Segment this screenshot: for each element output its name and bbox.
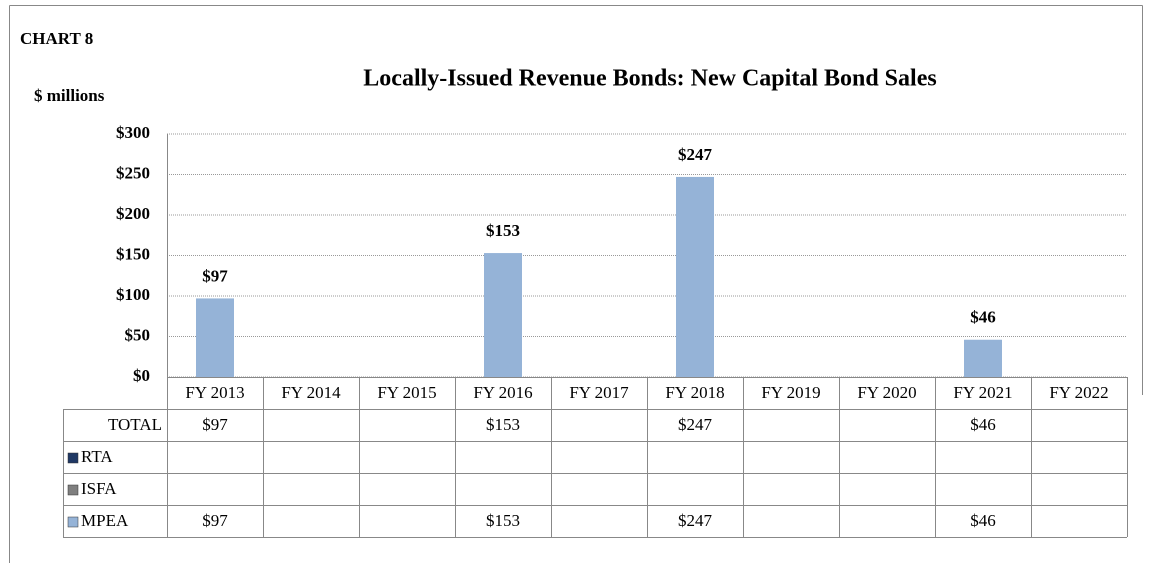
data-label: $247: [678, 145, 713, 164]
table-cell: $153: [486, 415, 520, 434]
x-tick-label: FY 2013: [185, 383, 244, 402]
legend-label: MPEA: [81, 511, 129, 530]
bar: [196, 298, 234, 377]
data-label: $46: [970, 308, 996, 327]
chart-label: CHART 8: [20, 29, 93, 48]
legend-key: [67, 516, 79, 528]
x-tick-label: FY 2015: [377, 383, 436, 402]
x-tick-label: FY 2021: [953, 383, 1012, 402]
bar: [484, 253, 522, 377]
chart-title: Locally-Issued Revenue Bonds: New Capita…: [363, 66, 936, 92]
x-tick-label: FY 2014: [281, 383, 341, 402]
y-tick-label: $0: [133, 366, 150, 385]
table-cell: $153: [486, 511, 520, 530]
x-tick-label: FY 2022: [1049, 383, 1108, 402]
y-tick-label: $50: [125, 325, 151, 344]
legend-key: [67, 484, 79, 496]
table-cell: $247: [678, 511, 713, 530]
y-tick-label: $300: [116, 123, 150, 142]
table-cell: $97: [202, 511, 228, 530]
legend-key: [67, 452, 79, 464]
data-label: $97: [202, 266, 228, 285]
legend-label: ISFA: [81, 479, 117, 498]
x-tick-label: FY 2019: [761, 383, 820, 402]
y-tick-label: $250: [116, 163, 150, 182]
table-cell: $97: [202, 415, 228, 434]
x-tick-label: FY 2018: [665, 383, 724, 402]
bar: [676, 176, 714, 377]
x-tick-label: FY 2016: [473, 383, 532, 402]
y-tick-label: $100: [116, 285, 150, 304]
x-tick-label: FY 2020: [857, 383, 916, 402]
table-cell: $46: [970, 415, 996, 434]
data-label: $153: [486, 221, 520, 240]
bar: [964, 339, 1002, 377]
legend-label: RTA: [81, 447, 113, 466]
x-tick-label: FY 2017: [569, 383, 629, 402]
y-axis-label: $ millions: [34, 86, 105, 105]
y-tick-label: $200: [116, 204, 150, 223]
table-cell: $46: [970, 511, 996, 530]
y-tick-label: $150: [116, 244, 150, 263]
row-label: TOTAL: [108, 415, 162, 434]
table-cell: $247: [678, 415, 713, 434]
